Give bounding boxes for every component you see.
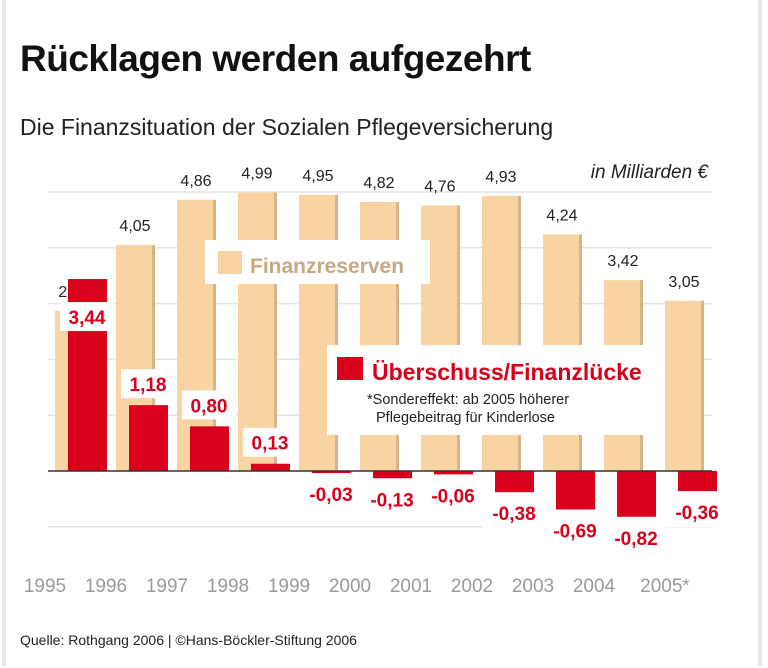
balance-bar xyxy=(617,471,656,517)
balance-label-bg xyxy=(605,522,667,553)
reserve-value-label: 4,76 xyxy=(424,178,455,195)
reserve-value-label: 4,93 xyxy=(485,169,516,186)
balance-bar xyxy=(129,405,168,471)
reserve-bar-shadow xyxy=(457,205,460,471)
year-label: 2004 xyxy=(573,576,616,597)
balance-label-bg xyxy=(60,302,114,332)
balance-bar xyxy=(495,471,534,493)
reserve-bar-shadow xyxy=(518,195,521,471)
balance-value-label: -0,13 xyxy=(370,490,413,511)
balance-label-bg xyxy=(666,497,728,528)
reserve-value-label: 4,99 xyxy=(241,166,272,183)
balance-value-label: 0,80 xyxy=(191,396,228,417)
reserve-bar xyxy=(238,192,277,472)
balance-bar xyxy=(312,471,351,473)
legend-balance-label: Überschuss/Finanzlücke xyxy=(372,359,642,385)
reserve-value-label: 3,42 xyxy=(607,253,638,270)
year-label: 1995 xyxy=(24,576,66,597)
reserve-bar-shadow xyxy=(335,194,338,472)
legend-reserve-label: Finanzreserven xyxy=(250,255,404,278)
balance-value-label: 0,13 xyxy=(252,434,289,455)
balance-value-label: -0,82 xyxy=(614,529,657,550)
reserve-value-label: 4,24 xyxy=(546,207,577,224)
reserve-bar-shadow xyxy=(213,199,216,471)
annotation-line: *Sondereffekt: ab 2005 höherer xyxy=(367,392,569,408)
balance-value-label: 3,44 xyxy=(69,308,106,329)
legend-balance-box xyxy=(327,345,665,435)
balance-value-label: -0,36 xyxy=(675,503,718,524)
balance-label-bg xyxy=(361,484,423,515)
reserve-value-label: 4,86 xyxy=(180,173,211,190)
balance-value-label: -0,38 xyxy=(492,504,535,525)
balance-value-label: 1,18 xyxy=(130,375,167,396)
reserve-bar-shadow xyxy=(274,192,277,472)
reserve-value-label: 4,95 xyxy=(302,168,333,185)
year-label: 2003 xyxy=(512,576,554,597)
legend-balance-swatch xyxy=(337,357,363,380)
year-label: 1998 xyxy=(207,576,249,597)
year-label: 1999 xyxy=(268,576,310,597)
balance-label-bg xyxy=(243,427,297,457)
unit-label: in Milliarden € xyxy=(590,162,708,183)
balance-bar xyxy=(373,471,412,479)
balance-value-label: -0,06 xyxy=(431,486,474,507)
reserve-bar-shadow xyxy=(701,300,704,471)
balance-label-bg xyxy=(121,369,175,399)
balance-label-bg xyxy=(422,480,484,511)
source-note: Quelle: Rothgang 2006 | ©Hans-Böckler-St… xyxy=(20,632,357,648)
year-label: 2005* xyxy=(640,576,690,597)
legend-reserve-box xyxy=(205,240,430,284)
chart-title: Rücklagen werden aufgezehrt xyxy=(20,38,531,79)
year-label: 2002 xyxy=(451,576,493,597)
reserve-value-label: 4,82 xyxy=(363,175,394,192)
year-label: 1996 xyxy=(85,576,127,597)
balance-label-bg xyxy=(300,479,362,509)
balance-bar xyxy=(190,426,229,471)
reserve-bar-shadow xyxy=(396,202,399,471)
balance-label-bg xyxy=(483,498,545,529)
balance-bar xyxy=(678,471,717,492)
annotation-line: Pflegebeitrag für Kinderlose xyxy=(376,410,555,426)
legend-reserve-swatch xyxy=(218,251,242,274)
balance-label-bg xyxy=(182,390,236,420)
reserve-bar-shadow xyxy=(152,245,155,471)
reserve-bar xyxy=(665,300,704,471)
balance-bar xyxy=(556,471,595,510)
chart-subtitle: Die Finanzsituation der Sozialen Pflegev… xyxy=(20,114,554,140)
balance-value-label: -0,69 xyxy=(553,522,596,543)
balance-value-label: -0,03 xyxy=(309,485,352,506)
balance-bar xyxy=(434,471,473,475)
year-label: 2000 xyxy=(329,576,371,597)
balance-bar xyxy=(251,463,290,471)
balance-label-bg xyxy=(544,515,606,546)
year-label: 1997 xyxy=(146,576,188,597)
reserve-value-label: 3,05 xyxy=(668,274,699,291)
reserve-value-label: 4,05 xyxy=(119,218,150,235)
year-label: 2001 xyxy=(390,576,432,597)
